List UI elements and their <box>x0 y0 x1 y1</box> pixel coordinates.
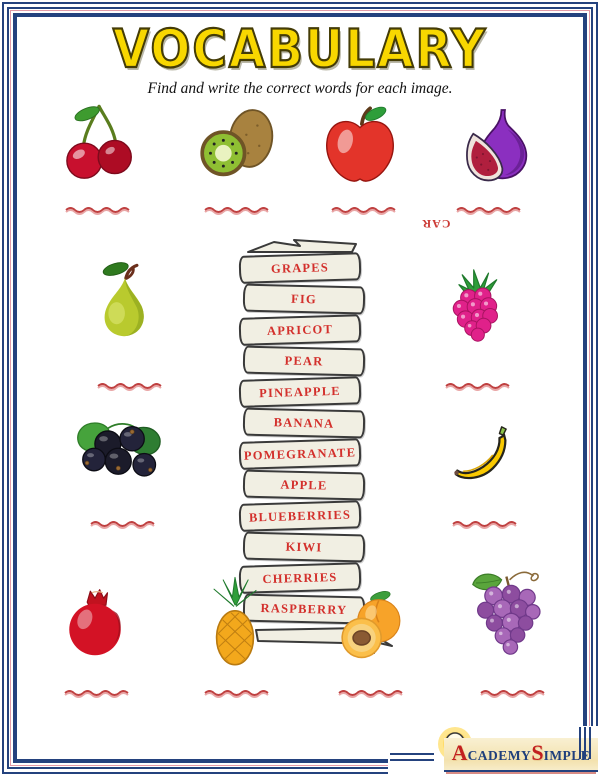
answer-line[interactable] <box>479 687 545 699</box>
banner-top-fold <box>247 239 357 253</box>
pineapple-image <box>202 576 268 668</box>
answer-line[interactable] <box>64 204 130 216</box>
raspberry-image <box>436 262 518 350</box>
rotated-watermark-text: CAR <box>421 217 451 231</box>
word-ribbon: PINEAPPLE <box>238 376 362 408</box>
logo-right-lines <box>579 727 591 759</box>
grapes-image <box>468 566 548 664</box>
cherries-image <box>54 100 146 192</box>
fig-image <box>446 102 534 192</box>
apple-image <box>314 100 406 192</box>
page-title: VOCABULARY <box>112 18 488 82</box>
word-ribbon-stack: GRAPES FIG APRICOT PEAR PINEAPPLE BANANA… <box>238 252 366 625</box>
word-ribbon: KIWI <box>242 531 366 563</box>
word-label: PINEAPPLE <box>258 383 341 400</box>
banana-image <box>438 418 518 492</box>
logo-left-lines <box>390 753 434 765</box>
answer-line[interactable] <box>63 687 129 699</box>
word-label: POMEGRANATE <box>243 444 357 463</box>
answer-line[interactable] <box>451 518 517 530</box>
word-ribbon: BANANA <box>242 407 366 439</box>
word-label: CHERRIES <box>262 569 338 586</box>
word-ribbon: BLUEBERRIES <box>238 500 362 532</box>
word-label: BLUEBERRIES <box>248 507 352 525</box>
word-label: KIWI <box>285 539 323 554</box>
brand-wordmark: A CADEMY S IMPLE <box>444 738 598 772</box>
word-label: APPLE <box>280 476 328 493</box>
word-label: BANANA <box>273 414 335 431</box>
answer-line[interactable] <box>337 687 403 699</box>
pomegranate-image <box>56 584 134 664</box>
kiwi-image <box>191 98 287 190</box>
brand-word-cademy: CADEMY <box>467 748 532 763</box>
word-ribbon: PEAR <box>242 345 366 377</box>
word-ribbon: APRICOT <box>238 314 362 346</box>
word-label: FIG <box>290 291 318 306</box>
word-ribbon: GRAPES <box>238 252 362 284</box>
word-label: APRICOT <box>266 321 334 338</box>
brand-logo: A CADEMY S IMPLE <box>388 726 600 776</box>
answer-line[interactable] <box>89 518 155 530</box>
page-subtitle: Find and write the correct words for eac… <box>147 80 453 97</box>
word-label: PEAR <box>284 353 324 369</box>
answer-line[interactable] <box>455 204 521 216</box>
pear-image <box>78 258 170 350</box>
blackcurrant-image <box>68 410 172 490</box>
word-ribbon: FIG <box>242 283 366 315</box>
word-label: GRAPES <box>270 259 330 276</box>
brand-letter-s: S <box>531 740 544 765</box>
word-ribbon: POMEGRANATE <box>238 438 362 470</box>
word-ribbon: APPLE <box>242 469 366 501</box>
answer-line[interactable] <box>444 380 510 392</box>
brand-letter-a: A <box>451 740 468 765</box>
answer-line[interactable] <box>96 380 162 392</box>
answer-line[interactable] <box>203 687 269 699</box>
answer-line[interactable] <box>203 204 269 216</box>
answer-line[interactable] <box>330 204 396 216</box>
apricot-image <box>332 588 410 666</box>
